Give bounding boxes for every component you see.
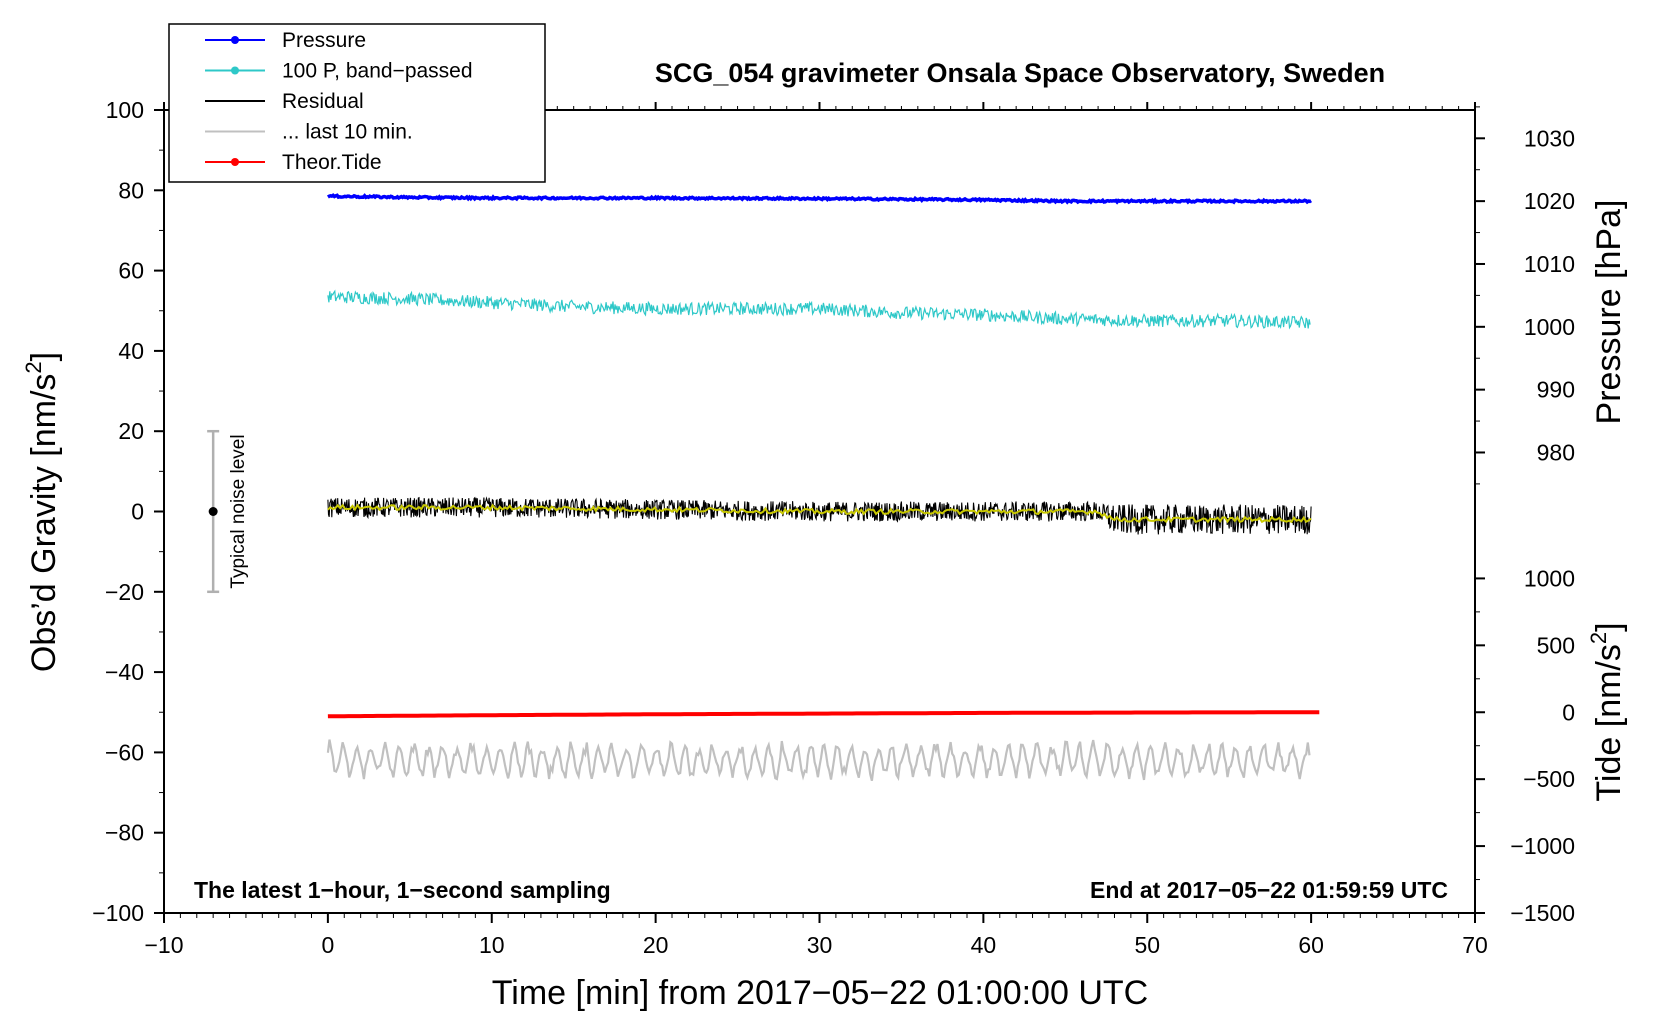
series-last-10-min <box>326 739 1311 782</box>
x-tick-label: 20 <box>643 932 669 958</box>
series-band-passed <box>327 289 1311 330</box>
legend-box <box>168 23 546 183</box>
annotation-bottom-left: The latest 1−hour, 1−second sampling <box>194 877 611 903</box>
legend-label: 100 P, band−passed <box>282 60 473 83</box>
x-tick-label: 0 <box>321 932 334 958</box>
legend-marker <box>231 158 239 166</box>
x-tick-label: 30 <box>807 932 833 958</box>
pressure-tick-label: 980 <box>1537 439 1575 465</box>
axes-layer: −10 0 10 20 30 40 50 60 70−100−80−60−40−20020406… <box>92 97 1575 958</box>
tide-tick-label: 500 <box>1537 632 1575 658</box>
legend-marker <box>231 66 239 75</box>
tide-tick-label: −1000 <box>1510 833 1575 859</box>
tide-tick-label: 0 <box>1562 699 1575 725</box>
y-tick-label: −40 <box>105 659 144 685</box>
series-smoothed-residual <box>327 503 1312 524</box>
y-tick-label: 0 <box>131 499 144 525</box>
y-tick-label: 20 <box>118 418 144 444</box>
y-tick-label: 100 <box>106 97 144 123</box>
annotation-bottom-right: End at 2017−05−22 01:59:59 UTC <box>1090 877 1448 903</box>
x-tick-label: 40 <box>971 932 997 958</box>
legend-marker <box>231 36 239 44</box>
legend-label: Theor.Tide <box>282 151 382 174</box>
x-tick-label: −10 <box>144 932 183 958</box>
pressure-tick-label: 990 <box>1537 377 1575 403</box>
y-tick-label: −60 <box>105 739 144 765</box>
legend-label: ... last 10 min. <box>282 121 413 144</box>
pressure-tick-label: 1010 <box>1524 251 1575 277</box>
x-axis-title: Time [min] from 2017−05−22 01:00:00 UTC <box>492 974 1148 1012</box>
y-tick-label: 60 <box>118 258 144 284</box>
chart-title: SCG_054 gravimeter Onsala Space Observat… <box>655 58 1385 88</box>
y-tick-label: 40 <box>118 338 144 364</box>
y-axis-title-tide: Tide [nm/s2] <box>1586 622 1628 801</box>
x-tick-label: 70 <box>1462 932 1488 958</box>
tide-tick-label: −1500 <box>1510 900 1575 926</box>
legend-label: Pressure <box>282 29 366 52</box>
x-tick-label: 50 <box>1134 932 1160 958</box>
series-pressure <box>326 193 1313 205</box>
x-tick-label: 10 <box>479 932 505 958</box>
noise-bar-group: Typical noise level <box>207 429 249 594</box>
y-tick-label: −80 <box>105 820 144 846</box>
noise-bar-label: Typical noise level <box>228 434 249 588</box>
pressure-tick-label: 1030 <box>1524 125 1575 151</box>
pressure-tick-label: 1000 <box>1524 314 1575 340</box>
y-axis-title-left: Obs’d Gravity [nm/s2] <box>21 352 63 672</box>
y-tick-label: 80 <box>118 177 144 203</box>
legend: Pressure 100 P, band−passed Residual ... la… <box>168 23 546 183</box>
legend-label: Residual <box>282 90 364 113</box>
y-axis-title-pressure: Pressure [hPa] <box>1590 200 1628 425</box>
tide-tick-label: −500 <box>1523 766 1575 792</box>
series-residual <box>327 496 1312 535</box>
noise-bar-center-dot <box>208 507 218 516</box>
series-layer <box>326 193 1320 782</box>
x-tick-label: 60 <box>1298 932 1324 958</box>
y-tick-label: −100 <box>92 900 144 926</box>
series-theor-tide <box>327 710 1320 719</box>
pressure-tick-label: 1020 <box>1524 188 1575 214</box>
tide-tick-label: 1000 <box>1524 565 1575 591</box>
y-tick-label: −20 <box>105 579 144 605</box>
